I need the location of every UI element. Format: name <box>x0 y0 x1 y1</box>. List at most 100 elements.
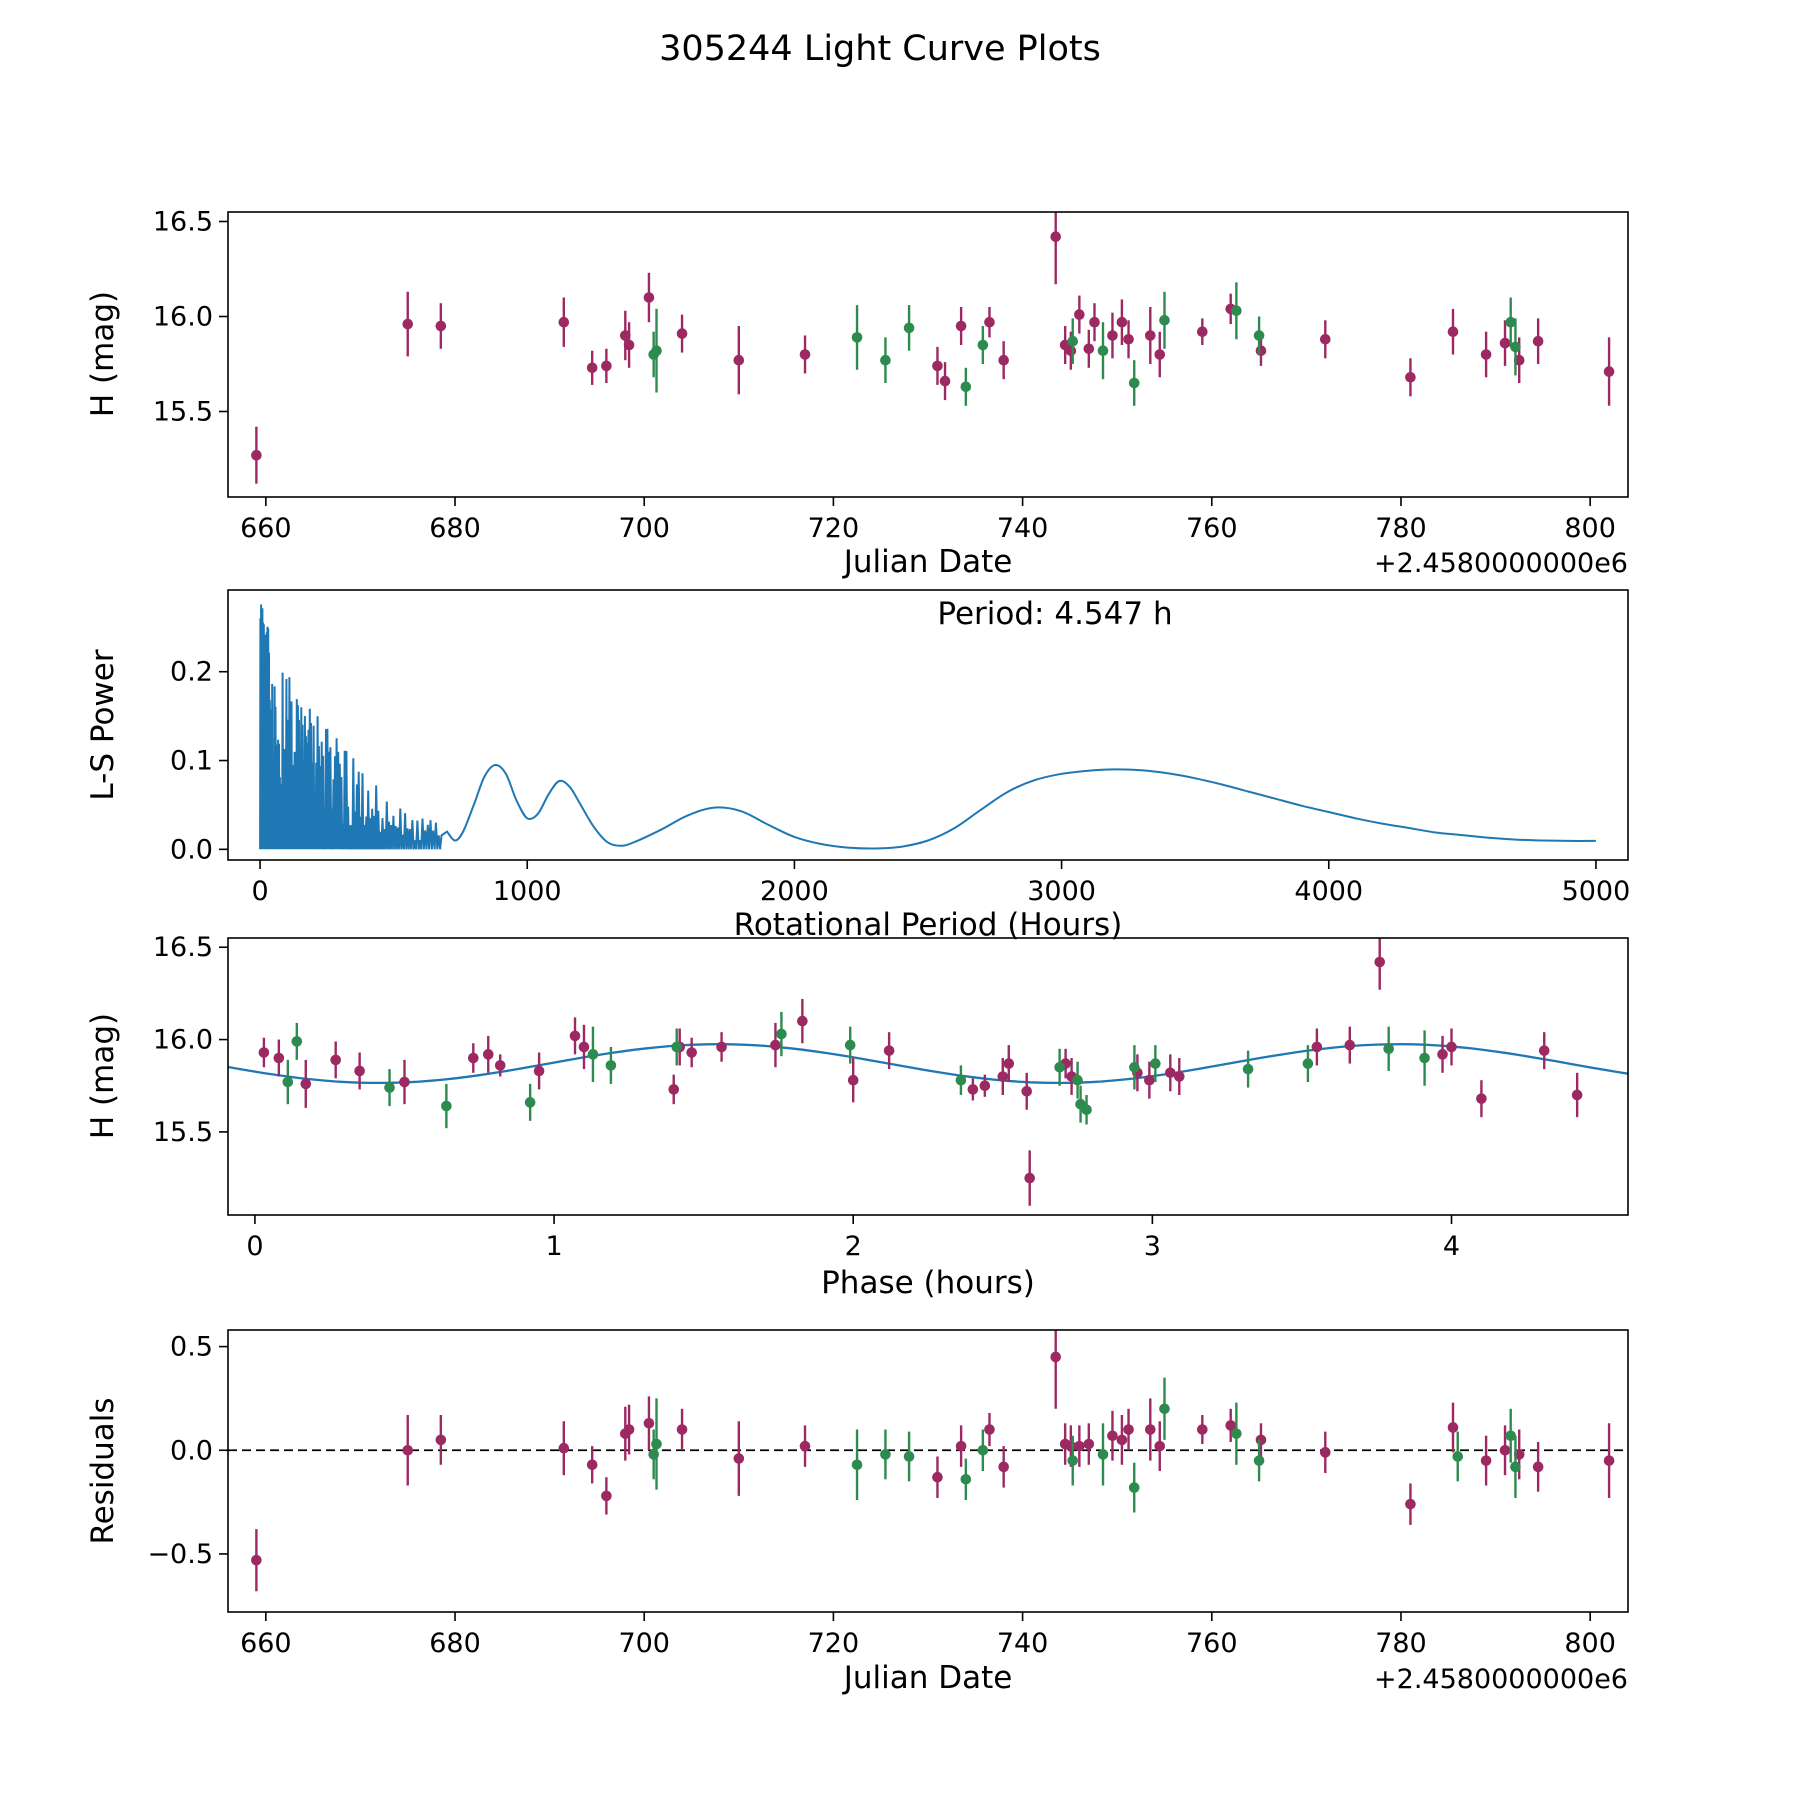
data-point <box>643 292 655 303</box>
y-axis-label: H (mag) <box>85 1013 121 1139</box>
x-tick-label: 780 <box>1375 1628 1427 1659</box>
axes-box <box>227 1329 1629 1613</box>
data-point <box>1571 1089 1583 1101</box>
series-dataset-magenta <box>251 1330 1615 1592</box>
data-point <box>441 1100 452 1112</box>
data-point <box>1302 1058 1314 1069</box>
data-point <box>1510 1461 1521 1473</box>
series-dataset-green <box>282 1011 1430 1129</box>
x-tick-label: 680 <box>429 513 481 544</box>
data-point <box>1225 1420 1237 1431</box>
data-point <box>686 1047 697 1058</box>
y-axis-label: L-S Power <box>85 649 121 800</box>
data-point <box>1050 1351 1062 1363</box>
data-point <box>399 1076 410 1088</box>
x-tick-label: 3000 <box>1027 876 1096 907</box>
data-point <box>482 1049 494 1060</box>
y-tick-label: 16.5 <box>153 207 213 238</box>
data-point <box>1344 1039 1356 1051</box>
data-point <box>797 1015 808 1027</box>
y-tick-label: 0.1 <box>170 746 213 777</box>
data-point <box>1603 1455 1615 1466</box>
data-point <box>1532 1461 1544 1473</box>
data-point <box>998 354 1009 366</box>
data-point <box>1097 345 1109 357</box>
y-tick-label: −0.5 <box>147 1539 213 1570</box>
x-tick-label: 660 <box>240 513 292 544</box>
data-point <box>1074 1440 1085 1452</box>
data-point <box>282 1076 294 1088</box>
data-point <box>1021 1085 1033 1097</box>
series-dataset-magenta <box>251 212 1615 484</box>
data-point <box>1024 1172 1036 1184</box>
data-point <box>467 1052 479 1064</box>
data-point <box>1083 343 1095 355</box>
data-point <box>1319 334 1331 345</box>
x-tick-label: 780 <box>1375 513 1427 544</box>
data-point <box>716 1041 727 1053</box>
data-point <box>851 332 863 343</box>
data-point <box>1116 1434 1128 1446</box>
data-point <box>330 1054 341 1066</box>
data-point <box>903 322 915 334</box>
data-point <box>1603 366 1615 377</box>
data-point <box>979 1080 991 1092</box>
data-point <box>1144 1074 1155 1086</box>
data-point <box>847 1074 859 1086</box>
data-point <box>967 1084 979 1095</box>
data-point <box>533 1065 545 1077</box>
x-tick-label: 3 <box>1144 1231 1161 1262</box>
x-tick-label: 0 <box>251 876 268 907</box>
best-period-annotation: Period: 4.547 h <box>937 596 1172 632</box>
x-tick-label: 800 <box>1564 513 1616 544</box>
data-point <box>1054 1061 1065 1073</box>
data-point <box>435 320 447 332</box>
data-point <box>1499 337 1511 349</box>
data-point <box>1255 345 1267 357</box>
y-tick-label: 0.2 <box>170 657 213 688</box>
data-point <box>1107 330 1118 341</box>
data-point <box>1089 316 1100 328</box>
data-point <box>402 1444 414 1456</box>
data-point <box>251 1554 262 1566</box>
x-tick-label: 700 <box>618 1628 670 1659</box>
data-point <box>799 1440 811 1452</box>
data-point <box>494 1060 506 1071</box>
data-point <box>799 349 811 360</box>
data-point <box>1067 1455 1079 1466</box>
data-point <box>1405 372 1416 383</box>
x-tick-label: 680 <box>429 1628 481 1659</box>
phase-fit-curve <box>228 1043 1628 1085</box>
data-point <box>1231 1428 1242 1439</box>
data-point <box>997 1071 1009 1082</box>
data-point <box>1437 1049 1448 1060</box>
data-point <box>1253 1455 1265 1466</box>
data-point <box>1107 1430 1118 1442</box>
x-axis-label: Phase (hours) <box>821 1265 1035 1301</box>
data-point <box>1097 1449 1109 1460</box>
x-axis-label: Julian Date <box>842 544 1013 580</box>
data-point <box>1499 1444 1511 1456</box>
data-point <box>1505 316 1517 328</box>
data-point <box>1242 1063 1254 1075</box>
data-point <box>1197 1424 1208 1435</box>
data-point <box>1116 316 1128 328</box>
x-tick-label: 800 <box>1564 1628 1616 1659</box>
data-point <box>1144 1424 1156 1435</box>
data-point <box>1003 1058 1015 1069</box>
x-tick-label: 4000 <box>1294 876 1363 907</box>
data-point <box>587 1049 599 1060</box>
y-tick-label: 0.5 <box>170 1332 213 1363</box>
x-tick-label: 5000 <box>1562 876 1631 907</box>
data-point <box>524 1097 536 1108</box>
data-point <box>601 360 612 372</box>
data-point <box>1510 341 1521 353</box>
data-point <box>273 1052 285 1064</box>
axes-box <box>227 589 1629 861</box>
axes-box <box>227 937 1629 1216</box>
y-tick-label: 16.0 <box>153 1025 213 1056</box>
data-point <box>776 1028 787 1040</box>
x-tick-label: 740 <box>997 513 1049 544</box>
